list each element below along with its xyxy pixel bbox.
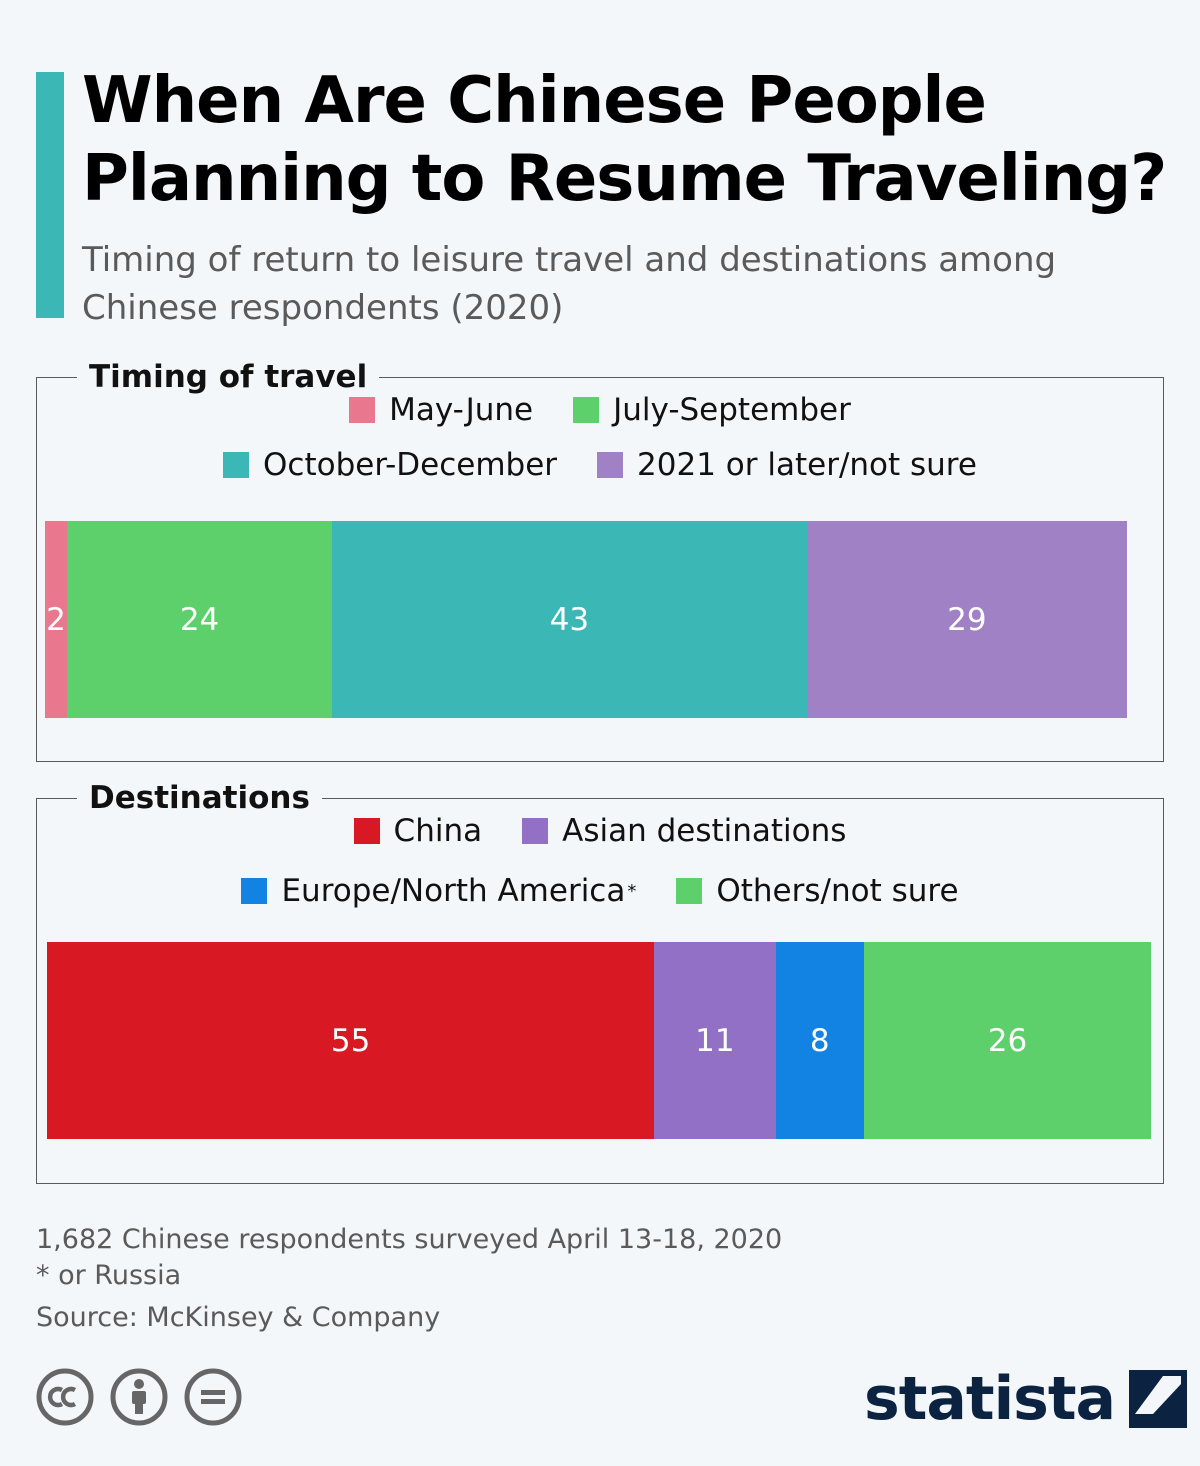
bar-segment: 2 <box>45 521 68 718</box>
destinations-panel-title: Destinations <box>77 777 322 819</box>
timing-stacked-bar: 2 24 43 29 <box>45 521 1127 718</box>
bar-value-label: 55 <box>330 1022 371 1059</box>
legend-swatch <box>223 452 250 478</box>
legend-item-2021-or-later: 2021 or later/not sure <box>597 447 977 483</box>
bar-segment: 43 <box>332 521 807 718</box>
destinations-legend-row-2: Europe/North America * Others/not sure <box>37 873 1163 909</box>
legend-label: July-September <box>613 392 851 428</box>
legend-item-others-not-sure: Others/not sure <box>676 873 959 909</box>
legend-item-july-september: July-September <box>573 392 851 428</box>
footnotes: 1,682 Chinese respondents surveyed April… <box>36 1222 936 1336</box>
destinations-legend-row-1: China Asian destinations <box>37 813 1163 849</box>
source-note: Source: McKinsey & Company <box>36 1302 441 1333</box>
statista-logo[interactable]: statista <box>864 1364 1188 1434</box>
timing-legend-row-2: October-December 2021 or later/not sure <box>37 447 1163 483</box>
bar-value-label: 2 <box>46 601 66 638</box>
legend-swatch <box>241 878 268 904</box>
statista-mark-icon <box>1129 1370 1188 1428</box>
legend-item-may-june: May-June <box>349 392 533 428</box>
bar-value-label: 43 <box>549 601 590 638</box>
attribution-icon[interactable] <box>110 1368 168 1426</box>
legend-item-asian-destinations: Asian destinations <box>522 813 846 849</box>
no-derivatives-icon[interactable] <box>184 1368 242 1426</box>
destinations-stacked-bar: 55 11 8 26 <box>47 942 1151 1139</box>
bar-value-label: 8 <box>809 1022 830 1059</box>
chart-title: When Are Chinese People Planning to Resu… <box>82 64 1167 216</box>
legend-swatch <box>353 818 380 844</box>
bar-value-label: 29 <box>947 601 987 638</box>
bar-segment: 55 <box>47 942 655 1139</box>
bar-segment: 11 <box>654 942 776 1139</box>
destinations-panel: Destinations China Asian destinations Eu… <box>36 777 1164 1184</box>
legend-swatch <box>349 397 376 423</box>
legend-item-europe-north-america: Europe/North America * <box>241 873 636 909</box>
legend-label: 2021 or later/not sure <box>637 447 977 483</box>
bar-segment: 24 <box>67 521 333 718</box>
timing-panel: Timing of travel May-June July-September… <box>36 356 1164 762</box>
survey-note: 1,682 Chinese respondents surveyed April… <box>36 1224 783 1255</box>
bar-segment: 8 <box>775 942 864 1139</box>
legend-swatch <box>573 397 600 423</box>
bar-value-label: 11 <box>695 1022 735 1059</box>
chart-subtitle: Timing of return to leisure travel and d… <box>82 240 1057 328</box>
license-icons <box>36 1368 242 1426</box>
brand-wordmark: statista <box>864 1364 1116 1434</box>
legend-label: Others/not sure <box>716 873 959 909</box>
legend-label: May-June <box>389 392 534 428</box>
bar-value-label: 24 <box>179 601 220 638</box>
legend-label: Asian destinations <box>562 813 847 849</box>
legend-item-october-december: October-December <box>223 447 557 483</box>
legend-label: China <box>393 813 483 849</box>
bar-segment: 26 <box>863 942 1151 1139</box>
legend-label: Europe/North America <box>281 873 626 909</box>
bar-segment: 29 <box>806 521 1127 718</box>
asterisk-note: * or Russia <box>36 1260 182 1291</box>
legend-footnote-marker: * <box>627 880 637 902</box>
legend-item-china: China <box>353 813 483 849</box>
title-accent-bar <box>36 72 64 318</box>
legend-swatch <box>676 878 703 904</box>
creative-commons-icon[interactable] <box>36 1368 94 1426</box>
legend-swatch <box>597 452 624 478</box>
timing-panel-title: Timing of travel <box>77 356 380 398</box>
legend-label: October-December <box>263 447 558 483</box>
timing-legend-row-1: May-June July-September <box>37 392 1163 428</box>
legend-swatch <box>522 818 549 844</box>
bar-value-label: 26 <box>987 1022 1028 1059</box>
